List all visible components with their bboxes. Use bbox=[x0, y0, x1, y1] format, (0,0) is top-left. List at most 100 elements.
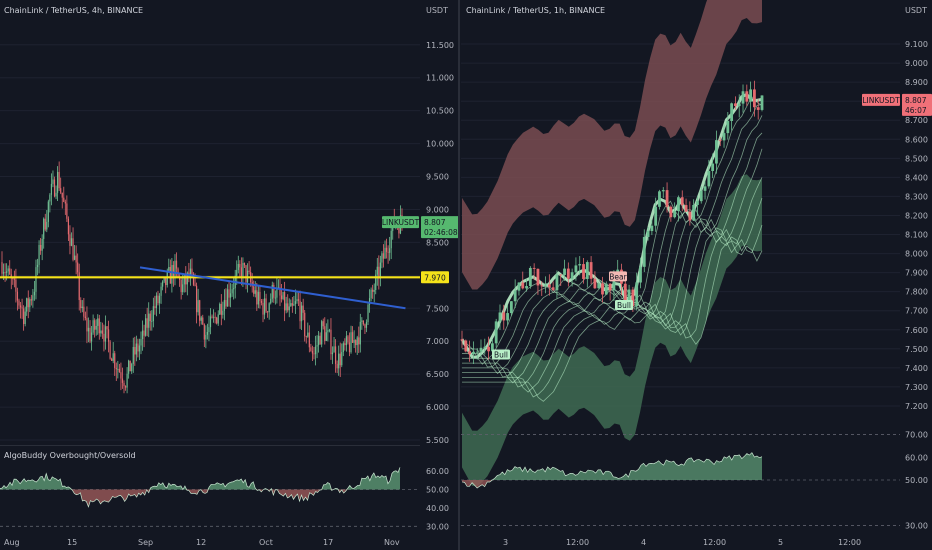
left-candle bbox=[77, 262, 79, 273]
left-candle bbox=[276, 287, 278, 298]
right-price-value: 8.807 bbox=[905, 96, 927, 105]
left-candle bbox=[21, 307, 23, 309]
right-osc-plot bbox=[461, 434, 900, 526]
left-x-tick-label: 15 bbox=[67, 538, 77, 547]
left-candle bbox=[226, 289, 229, 307]
left-candle bbox=[94, 320, 96, 330]
left-candle bbox=[347, 336, 349, 343]
left-candle bbox=[83, 306, 85, 317]
right-candle bbox=[528, 267, 532, 287]
left-symbol-label: LINKUSDT bbox=[382, 218, 420, 227]
right-candle bbox=[471, 351, 475, 355]
left-candle bbox=[385, 247, 388, 252]
left-candle bbox=[120, 372, 122, 379]
right-candle bbox=[642, 236, 646, 267]
right-candle bbox=[464, 340, 468, 352]
left-drawings[interactable] bbox=[0, 266, 420, 310]
left-candle bbox=[284, 292, 286, 311]
right-candle bbox=[601, 283, 604, 295]
left-candle bbox=[26, 298, 28, 312]
left-candle bbox=[140, 339, 142, 346]
signal-label: Bear bbox=[609, 272, 627, 281]
left-candle bbox=[316, 345, 318, 347]
left-candle bbox=[162, 281, 164, 287]
right-candle bbox=[582, 264, 585, 279]
left-candle bbox=[203, 324, 205, 340]
right-candle bbox=[498, 312, 502, 322]
signal-label: Bull bbox=[494, 351, 508, 360]
left-candle bbox=[223, 299, 225, 311]
left-candle bbox=[129, 360, 131, 372]
right-candle bbox=[734, 103, 737, 107]
left-candle bbox=[287, 303, 289, 311]
right-x-tick-label: 12:00 bbox=[703, 538, 726, 547]
right-candle bbox=[475, 351, 479, 353]
right-y-tick-label: 8.700 bbox=[905, 116, 928, 125]
left-candle bbox=[253, 286, 255, 294]
right-candle bbox=[650, 225, 654, 232]
right-y-tick-label: 8.500 bbox=[905, 154, 928, 163]
left-osc-plot bbox=[0, 467, 420, 527]
left-candle bbox=[259, 291, 261, 301]
right-candle bbox=[597, 283, 601, 289]
left-candle bbox=[155, 295, 158, 309]
left-candle bbox=[134, 346, 136, 355]
left-candle bbox=[146, 318, 148, 328]
left-osc-line bbox=[0, 467, 401, 508]
left-candle bbox=[78, 272, 80, 301]
signal-badge bbox=[609, 271, 627, 282]
left-oscillator[interactable]: AlgoBuddy Overbought/Oversold 60.00 50.00… bbox=[0, 445, 449, 532]
left-candle bbox=[229, 293, 232, 298]
left-candle bbox=[334, 346, 337, 364]
left-candle bbox=[359, 321, 361, 345]
left-candle bbox=[50, 183, 53, 195]
left-candle bbox=[368, 298, 371, 305]
left-candle bbox=[365, 322, 368, 328]
left-candle bbox=[128, 360, 130, 374]
right-candle bbox=[490, 343, 494, 352]
left-candle bbox=[115, 367, 117, 370]
left-x-axis-ticks[interactable]: Aug 15 Sep 12 Oct 17 Nov bbox=[4, 538, 400, 547]
left-candle bbox=[72, 238, 74, 260]
left-candle bbox=[66, 203, 68, 219]
right-candle bbox=[673, 211, 677, 218]
left-candle bbox=[100, 330, 102, 334]
right-clouds bbox=[462, 0, 762, 487]
right-osc-y-tick-label: 70.00 bbox=[905, 431, 928, 440]
left-candle bbox=[7, 268, 9, 272]
trend-line[interactable] bbox=[139, 266, 406, 310]
left-candle bbox=[248, 270, 250, 273]
right-osc-y-tick-label: 60.00 bbox=[905, 453, 928, 462]
left-candle bbox=[294, 301, 297, 305]
left-candle bbox=[345, 336, 348, 346]
right-candle bbox=[563, 268, 566, 276]
left-candle bbox=[239, 263, 241, 268]
left-candle bbox=[69, 234, 71, 246]
support-level-badge bbox=[421, 271, 449, 284]
right-price-chart[interactable]: Bull Bear Bull ChainLink / TetherUS, 1h, B… bbox=[460, 0, 932, 487]
right-candle bbox=[547, 284, 551, 288]
right-y-axis-ticks[interactable]: 9.1009.0008.9008.8008.7008.6008.5008.400… bbox=[862, 40, 932, 411]
right-candles bbox=[460, 80, 764, 365]
left-price-chart[interactable]: ChainLink / TetherUS, 4h, BINANCE USDT 1… bbox=[0, 6, 459, 445]
left-candle bbox=[70, 238, 73, 246]
left-candle bbox=[314, 346, 317, 355]
right-candle bbox=[760, 95, 764, 110]
right-chart-title: ChainLink / TetherUS, 1h, BINANCE bbox=[466, 6, 605, 15]
left-candle bbox=[9, 268, 11, 275]
left-candle bbox=[137, 343, 139, 352]
left-candle bbox=[104, 326, 107, 342]
left-candle bbox=[341, 352, 343, 366]
ribbon-line bbox=[460, 92, 763, 359]
left-candle bbox=[112, 353, 114, 361]
left-candle bbox=[225, 299, 227, 307]
right-x-axis-ticks[interactable]: 3 12:00 4 12:00 5 12:00 bbox=[503, 538, 861, 547]
right-candle bbox=[635, 282, 639, 307]
right-oscillator[interactable]: 70.00 60.00 50.00 30.00 bbox=[461, 431, 928, 531]
left-candle bbox=[362, 320, 364, 325]
left-candle bbox=[27, 298, 29, 308]
left-candle bbox=[44, 218, 46, 230]
left-candle bbox=[143, 330, 145, 336]
left-y-axis-ticks[interactable]: 11.500 11.000 10.500 10.000 9.500 9.000 8.500 8… bbox=[382, 41, 459, 445]
